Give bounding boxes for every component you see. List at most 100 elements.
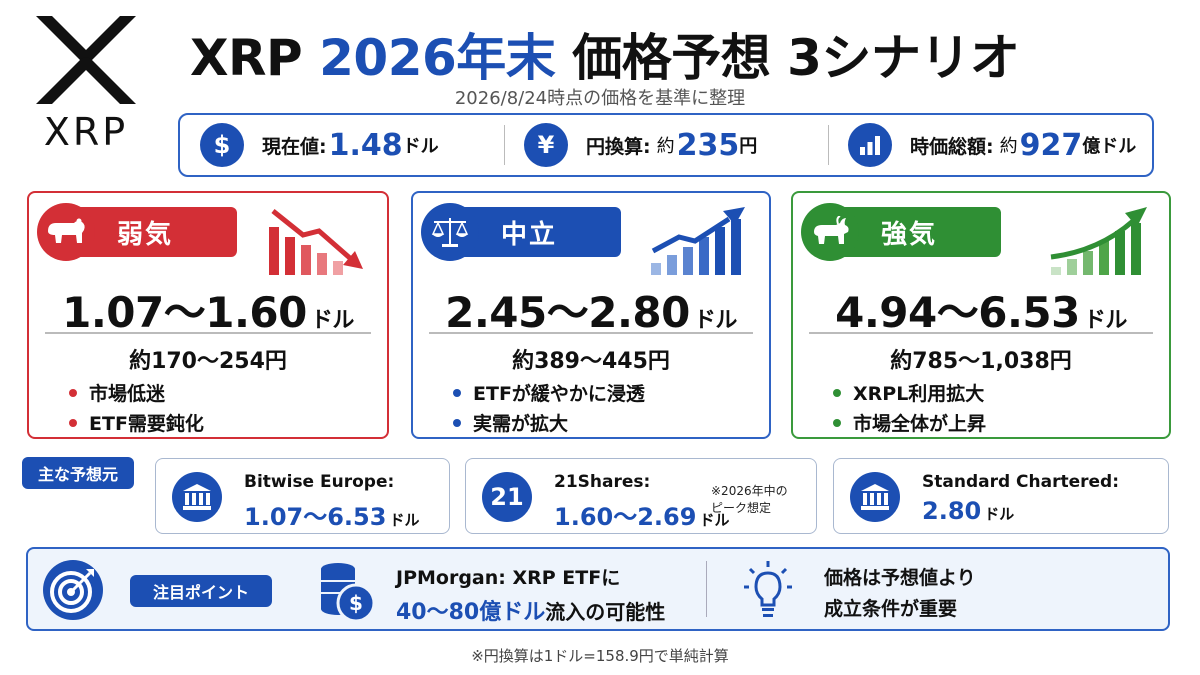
bullet-dot-icon [69,388,77,397]
range-value: 4.94〜6.53 [835,288,1080,337]
attention-line1: JPMorgan: XRP ETFに [396,567,621,589]
scenario-label: 中立 [501,219,558,250]
forecaster-name: Bitwise Europe: [244,472,395,492]
scenario-range: 2.45〜2.80 ドル [413,279,769,340]
range-value: 1.07〜1.60 [62,288,307,337]
trend-down-icon [269,209,363,275]
info-label: 現在値: [262,135,327,158]
attention-line2: 40〜80億ドル流入の可能性 [396,594,665,626]
range-unit: ドル [693,308,738,333]
attention-tag: 注目ポイント [130,575,272,607]
forecast-range: 1.07〜6.53 [244,503,387,531]
list-item: XRPL利用拡大 [833,379,984,406]
bullet-dot-icon [833,388,841,397]
info-market-cap: 時価総額: 約 927 億ドル [828,115,1152,175]
title-year: 2026年末 [319,29,556,87]
bank-icon [172,472,222,522]
forecaster-note: ※2026年中の ピーク想定 [711,484,788,515]
bullet-text: 市場低迷 [89,383,166,405]
bullet-text: XRPL利用拡大 [853,383,985,405]
svg-text:$: $ [349,591,363,615]
info-unit: 円 [739,136,758,157]
forecast-unit: ドル [389,511,420,529]
info-label: 時価総額: [910,135,994,158]
info-prefix: 約 [656,136,675,157]
forecast-unit: ドル [699,511,730,529]
trend-up-icon [651,207,745,275]
attention-right-line2: 成立条件が重要 [824,598,958,620]
info-bar: $ 現在値: 1.48 ドル ¥ 円換算: 約 235 円 時価総額: 約 92… [178,113,1154,177]
forecaster-value: 2.80 ドル [922,497,1014,525]
info-value: 927 [1019,127,1083,163]
scenario-label: 強気 [881,219,938,250]
scenario-yen: 約389〜445円 [512,349,670,374]
list-item: ETF需要鈍化 [69,409,204,436]
bullet-dot-icon [69,418,77,427]
scenario-card-bull: 強気 4.94〜6.53 ドル 約785〜1,038円 XRPL利用拡大 市場全体… [791,191,1171,439]
scenario-card-bear: 弱気 1.07〜1.60 ドル 約170〜254円 市場低迷 ETF需要鈍化 [27,191,389,439]
forecaster-card-21shares: 21 21Shares: 1.60〜2.69 ドル ※2026年中の ピーク想定 [465,458,817,534]
yen-icon: ¥ [524,123,568,167]
forecaster-name: 21Shares: [554,472,651,492]
info-yen-price: ¥ 円換算: 約 235 円 [504,115,828,175]
bullet-text: ETFが緩やかに浸透 [473,383,645,405]
coins-icon: $ [321,563,376,623]
divider [429,332,753,334]
range-unit: ドル [310,308,355,333]
list-item: 市場低迷 [69,379,165,406]
attention-highlight: 40〜80億ドル [396,600,546,625]
list-item: ETFが緩やかに浸透 [453,379,645,406]
forecast-unit: ドル [984,505,1015,523]
divider [706,561,707,617]
scale-icon [421,203,479,261]
bank-icon [850,472,900,522]
divider [45,332,371,334]
bullet-text: ETF需要鈍化 [89,413,204,435]
forecast-range: 2.80 [922,497,982,525]
info-label: 円換算: [586,135,651,158]
range-unit: ドル [1083,308,1128,333]
info-value: 235 [676,127,740,163]
xrp-logo-icon [36,16,136,104]
forecaster-card-standard-chartered: Standard Chartered: 2.80 ドル [833,458,1169,534]
scenario-yen: 約785〜1,038円 [890,349,1072,374]
trend-up-icon [1050,207,1147,275]
range-value: 2.45〜2.80 [445,288,690,337]
divider [809,332,1153,334]
title-xrp: XRP [190,29,303,87]
forecasters-tag: 主な予想元 [22,457,134,489]
forecaster-value: 1.07〜6.53 ドル [244,497,419,532]
scenario-badge: 中立 [421,203,621,261]
forecaster-value: 1.60〜2.69 ドル [554,497,729,532]
page-subtitle: 2026/8/24時点の価格を基準に整理 [454,88,746,109]
info-value: 1.48 [328,127,403,163]
scenario-badge: 弱気 [37,203,237,261]
forecaster-card-bitwise: Bitwise Europe: 1.07〜6.53 ドル [155,458,450,534]
scenario-label: 弱気 [117,219,174,250]
scenario-badge: 強気 [801,203,1001,261]
forecaster-name: Standard Chartered: [922,472,1120,492]
lightbulb-icon [744,561,792,617]
info-current-price: $ 現在値: 1.48 ドル [180,115,504,175]
list-item: 実需が拡大 [453,409,568,436]
bar-chart-icon [848,123,892,167]
info-unit: 億ドル [1082,136,1137,157]
logo-text: XRP [43,110,129,154]
forecast-range: 1.60〜2.69 [554,503,697,531]
target-icon [43,560,103,620]
bullet-text: 実需が拡大 [473,413,569,435]
bullet-dot-icon [833,418,841,427]
bear-icon [37,203,95,261]
attention-right-line1: 価格は予想値より [824,567,976,589]
scenario-range: 4.94〜6.53 ドル [793,279,1169,340]
info-prefix: 約 [999,136,1018,157]
21shares-icon: 21 [482,472,532,522]
list-item: 市場全体が上昇 [833,409,986,436]
attention-bar: 注目ポイント $ JPMorgan: XRP ETFに 40〜80億ドル流入の可… [26,547,1170,631]
footnote: ※円換算は1ドル=158.9円で単純計算 [471,647,729,665]
bullet-text: 市場全体が上昇 [853,413,987,435]
attention-rest: 流入の可能性 [545,600,666,624]
bull-icon [801,203,859,261]
info-unit: ドル [402,136,439,157]
scenario-range: 1.07〜1.60 ドル [29,279,387,340]
